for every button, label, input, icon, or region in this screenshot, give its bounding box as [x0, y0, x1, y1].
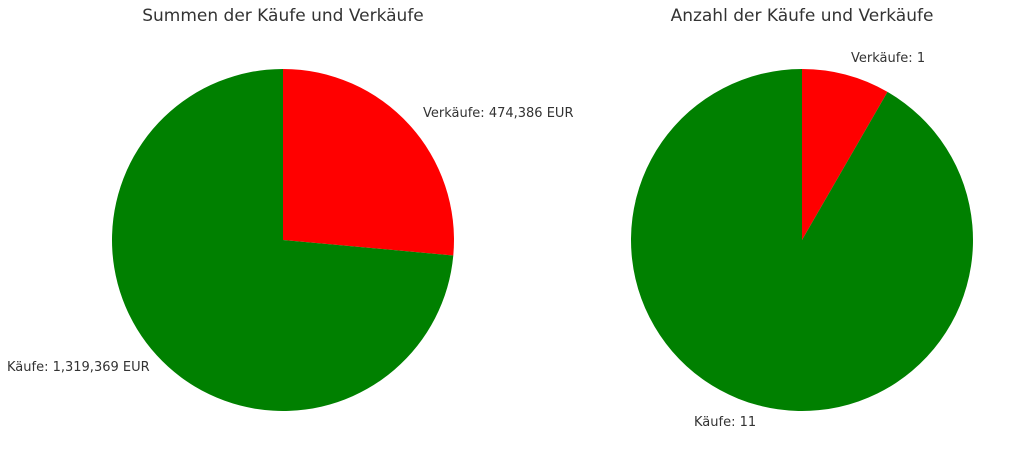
- pie-slice: [802, 69, 888, 240]
- slice-label: Verkäufe: 474,386 EUR: [423, 106, 573, 121]
- slice-label: Käufe: 11: [694, 415, 756, 430]
- pie-slice: [111, 69, 454, 411]
- pie-slice: [283, 69, 454, 256]
- pie-chart-sums: Summen der Käufe und Verkäufe Verkäufe: …: [7, 6, 573, 411]
- slice-label: Käufe: 1,319,369 EUR: [7, 360, 150, 375]
- pie-slice: [630, 69, 973, 411]
- slice-label: Verkäufe: 1: [851, 51, 925, 66]
- pie-chart-counts: Anzahl der Käufe und Verkäufe Verkäufe: …: [630, 6, 973, 430]
- chart-title: Summen der Käufe und Verkäufe: [142, 6, 424, 26]
- chart-title: Anzahl der Käufe und Verkäufe: [671, 6, 934, 26]
